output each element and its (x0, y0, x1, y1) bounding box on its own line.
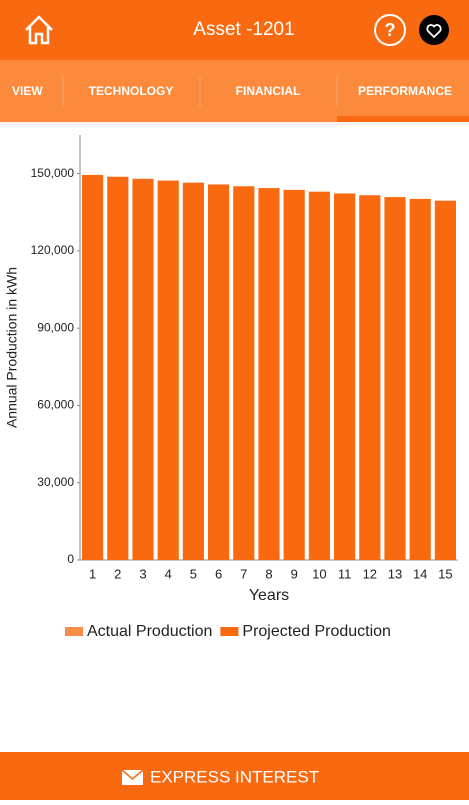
y-tick-label: 60,000 (37, 398, 74, 412)
bar (157, 180, 179, 560)
help-text: ? (385, 20, 396, 40)
tab[interactable]: FINANCIAL (236, 84, 301, 98)
y-tick-label: 150,000 (31, 166, 75, 180)
home-icon[interactable] (25, 15, 53, 45)
bar (107, 176, 129, 560)
x-tick-label: 12 (363, 566, 377, 581)
legend-label: Actual Production (87, 623, 212, 640)
x-tick-label: 13 (388, 566, 402, 581)
bar (208, 184, 230, 561)
x-tick-label: 14 (413, 566, 427, 581)
x-tick-label: 10 (312, 566, 326, 581)
x-axis-label: Years (249, 587, 289, 604)
x-tick-label: 11 (338, 566, 352, 581)
y-tick-label: 30,000 (37, 475, 74, 489)
bar (308, 191, 330, 560)
bar (233, 186, 255, 560)
x-tick-label: 15 (438, 566, 452, 581)
favorite-button[interactable] (419, 15, 449, 45)
x-tick-label: 6 (215, 566, 222, 581)
tab[interactable]: TECHNOLOGY (89, 84, 174, 98)
x-tick-label: 3 (139, 566, 146, 581)
x-tick-label: 9 (291, 566, 298, 581)
button-label: EXPRESS INTEREST (150, 767, 319, 786)
legend-label: Projected Production (242, 623, 391, 640)
y-tick-label: 0 (67, 552, 74, 566)
bar (334, 193, 356, 560)
bar (283, 189, 305, 560)
legend-swatch (65, 627, 83, 636)
y-tick-label: 90,000 (37, 320, 74, 334)
tab-bar (0, 60, 469, 122)
bar (182, 182, 204, 560)
x-tick-label: 2 (114, 566, 121, 581)
x-tick-label: 7 (240, 566, 247, 581)
legend-swatch (220, 627, 239, 636)
app-bar (0, 0, 469, 60)
bar (434, 200, 456, 560)
active-tab-indicator (337, 116, 469, 122)
x-tick-label: 8 (265, 566, 272, 581)
tab[interactable]: PERFORMANCE (358, 84, 452, 98)
bar (258, 188, 280, 560)
express-interest-button[interactable] (0, 752, 469, 800)
bar (359, 195, 381, 561)
mail-icon (121, 769, 144, 785)
tab-shadow (0, 122, 469, 125)
y-axis-label: Annual Production in kWh (4, 267, 20, 428)
heart-icon (426, 24, 442, 39)
title: Asset -1201 (193, 19, 294, 40)
bar (132, 178, 154, 560)
x-tick-label: 1 (89, 566, 96, 581)
x-tick-label: 5 (190, 566, 197, 581)
x-tick-label: 4 (165, 566, 172, 581)
bar (384, 197, 406, 561)
tab[interactable]: VIEW (12, 84, 43, 98)
bar (82, 174, 104, 560)
bar (409, 198, 431, 560)
y-tick-label: 120,000 (31, 243, 75, 257)
help-button[interactable] (374, 14, 406, 46)
